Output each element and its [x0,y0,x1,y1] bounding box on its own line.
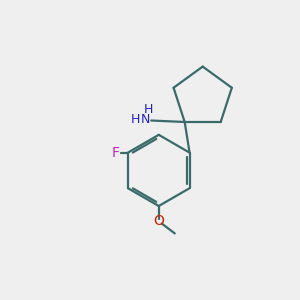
Text: F: F [112,146,120,160]
Text: H: H [144,103,154,116]
Text: N: N [141,112,151,126]
Text: H: H [131,112,140,126]
Text: O: O [153,214,164,228]
